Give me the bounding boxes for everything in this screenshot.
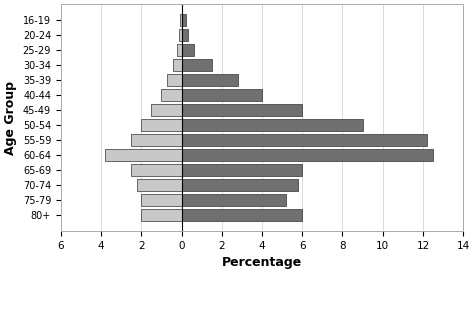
Bar bbox=[179, 30, 182, 41]
Bar bbox=[182, 194, 286, 206]
Bar bbox=[182, 119, 363, 131]
Bar bbox=[151, 104, 182, 116]
Bar bbox=[182, 89, 262, 101]
Bar bbox=[167, 74, 182, 86]
Bar bbox=[141, 194, 182, 206]
Bar bbox=[141, 119, 182, 131]
Bar bbox=[105, 149, 182, 161]
Bar bbox=[182, 134, 427, 146]
X-axis label: Percentage: Percentage bbox=[222, 256, 302, 269]
Bar bbox=[182, 59, 212, 71]
Bar bbox=[182, 209, 302, 221]
Bar bbox=[182, 104, 302, 116]
Bar bbox=[137, 179, 182, 191]
Bar bbox=[131, 134, 182, 146]
Bar bbox=[182, 74, 238, 86]
Bar bbox=[180, 14, 182, 26]
Y-axis label: Age Group: Age Group bbox=[4, 81, 17, 155]
Bar bbox=[173, 59, 182, 71]
Bar bbox=[162, 89, 182, 101]
Bar bbox=[176, 44, 182, 56]
Bar bbox=[182, 14, 185, 26]
Bar bbox=[182, 30, 188, 41]
Bar bbox=[182, 179, 298, 191]
Bar bbox=[182, 164, 302, 176]
Bar bbox=[131, 164, 182, 176]
Bar bbox=[182, 44, 193, 56]
Bar bbox=[141, 209, 182, 221]
Bar bbox=[182, 149, 433, 161]
